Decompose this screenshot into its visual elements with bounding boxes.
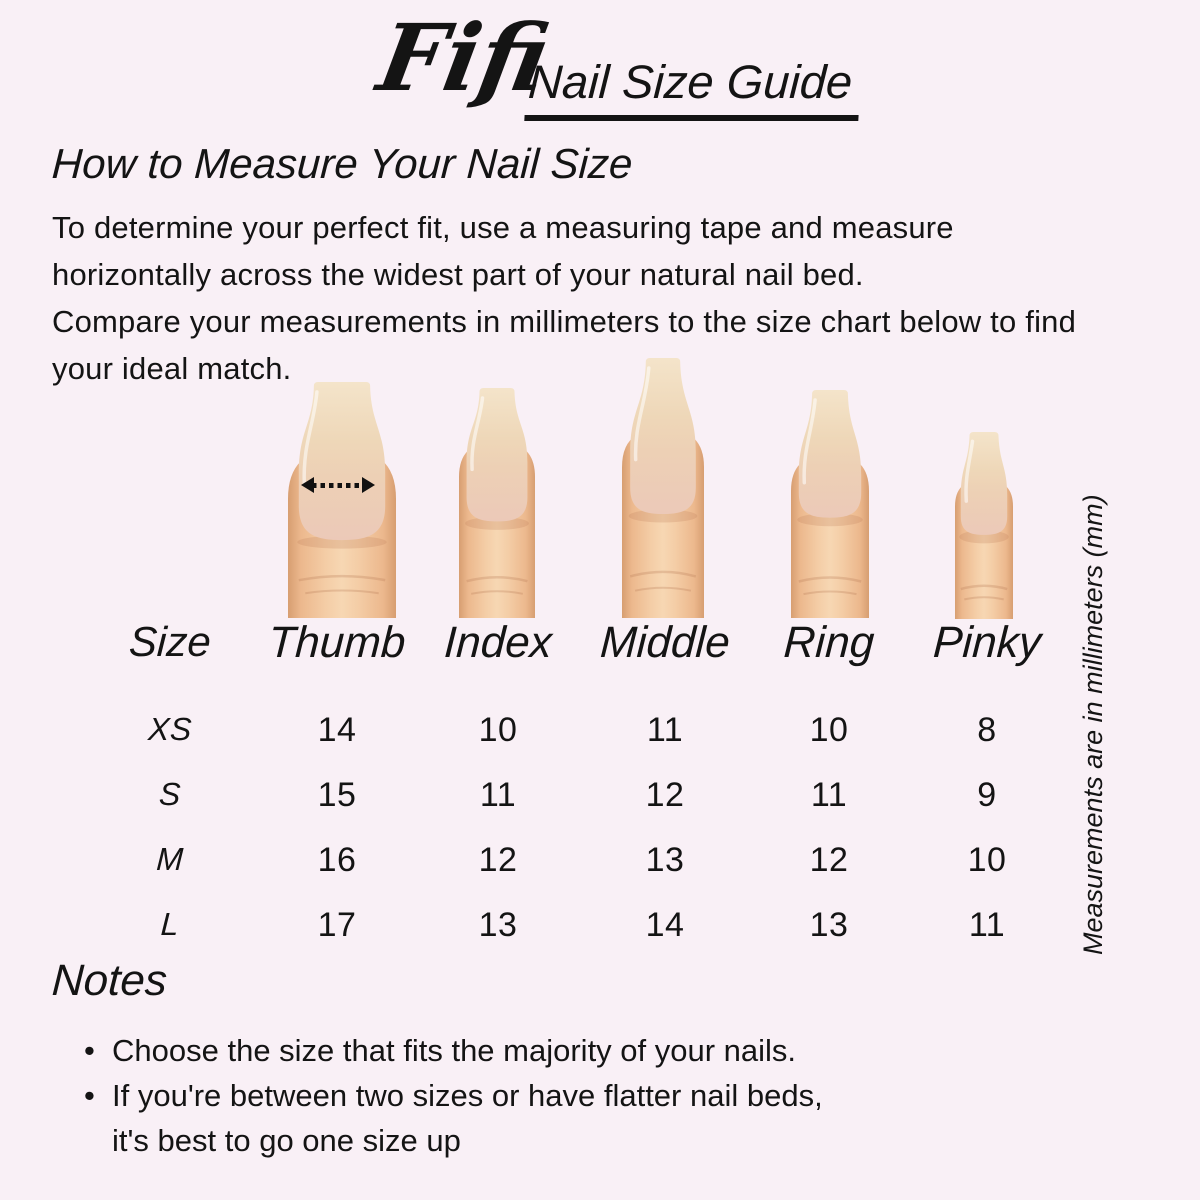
note-line: Choose the size that fits the majority o…: [112, 1033, 797, 1068]
notes-list: • Choose the size that fits the majority…: [84, 1028, 823, 1163]
paragraph-line: Compare your measurements in millimeters…: [52, 304, 1077, 339]
size-cell: 13: [478, 906, 518, 944]
notes-heading: Notes: [50, 956, 169, 1005]
column-label-pinky: Pinky: [931, 618, 1043, 667]
finger-svg: [622, 358, 704, 618]
finger-ring-image: [791, 390, 869, 618]
size-cell: 8: [977, 711, 997, 749]
size-cell: 10: [967, 841, 1007, 879]
finger-svg: [459, 388, 535, 618]
size-cell: 11: [968, 906, 1006, 944]
size-cell: 15: [317, 776, 357, 814]
finger-svg: [791, 390, 869, 618]
column-label-index: Index: [442, 618, 554, 667]
column-label-middle: Middle: [598, 618, 732, 667]
measure-arrow-icon: [301, 477, 375, 493]
size-cell: 14: [317, 711, 357, 749]
how-to-heading: How to Measure Your Nail Size: [50, 140, 634, 187]
finger-svg: [288, 382, 396, 618]
finger-svg: [955, 432, 1013, 619]
arrow-dotted-line: [312, 483, 364, 488]
note-item: • Choose the size that fits the majority…: [84, 1028, 823, 1073]
size-cell: 17: [317, 906, 357, 944]
size-row-l: L 17 13 14 13 11: [0, 906, 1200, 948]
size-row-xs: XS 14 10 11 10 8: [0, 711, 1200, 753]
column-label-thumb: Thumb: [267, 618, 407, 667]
arrow-right-head: [362, 477, 375, 493]
size-cell: 11: [646, 711, 684, 749]
size-cell: 11: [479, 776, 517, 814]
size-cell: 12: [809, 841, 849, 879]
bullet-icon: •: [84, 1033, 95, 1068]
column-label-ring: Ring: [782, 618, 876, 667]
size-label: S: [158, 776, 182, 812]
finger-middle-image: [622, 358, 704, 618]
size-row-m: M 16 12 13 12 10: [0, 841, 1200, 883]
note-item: • If you're between two sizes or have fl…: [84, 1073, 823, 1163]
paragraph-line: To determine your perfect fit, use a mea…: [52, 210, 954, 245]
note-line: If you're between two sizes or have flat…: [112, 1078, 823, 1113]
arrow-left-head: [301, 477, 314, 493]
how-to-paragraph: To determine your perfect fit, use a mea…: [52, 204, 1076, 392]
size-cell: 16: [317, 841, 357, 879]
paragraph-line: horizontally across the widest part of y…: [52, 257, 864, 292]
size-cell: 10: [478, 711, 518, 749]
units-note: Measurements are in millimeters (mm): [1078, 494, 1108, 955]
size-label: M: [155, 841, 185, 877]
finger-thumb-image: [288, 382, 396, 618]
page-title: Nail Size Guide: [524, 55, 862, 121]
size-cell: 12: [645, 776, 685, 814]
note-line: it's best to go one size up: [112, 1123, 461, 1158]
bullet-icon: •: [84, 1078, 95, 1113]
size-cell: 11: [810, 776, 848, 814]
size-row-s: S 15 11 12 11 9: [0, 776, 1200, 818]
size-cell: 13: [645, 841, 685, 879]
size-label: L: [159, 906, 181, 942]
size-cell: 13: [809, 906, 849, 944]
size-cell: 10: [809, 711, 849, 749]
paragraph-line: your ideal match.: [52, 351, 292, 386]
finger-illustrations: [0, 357, 1200, 619]
size-label: XS: [147, 711, 193, 747]
finger-pinky-image: [955, 432, 1013, 619]
column-label-size: Size: [127, 618, 213, 665]
finger-index-image: [459, 388, 535, 618]
size-cell: 14: [645, 906, 685, 944]
size-cell: 12: [478, 841, 518, 879]
size-cell: 9: [977, 776, 997, 814]
